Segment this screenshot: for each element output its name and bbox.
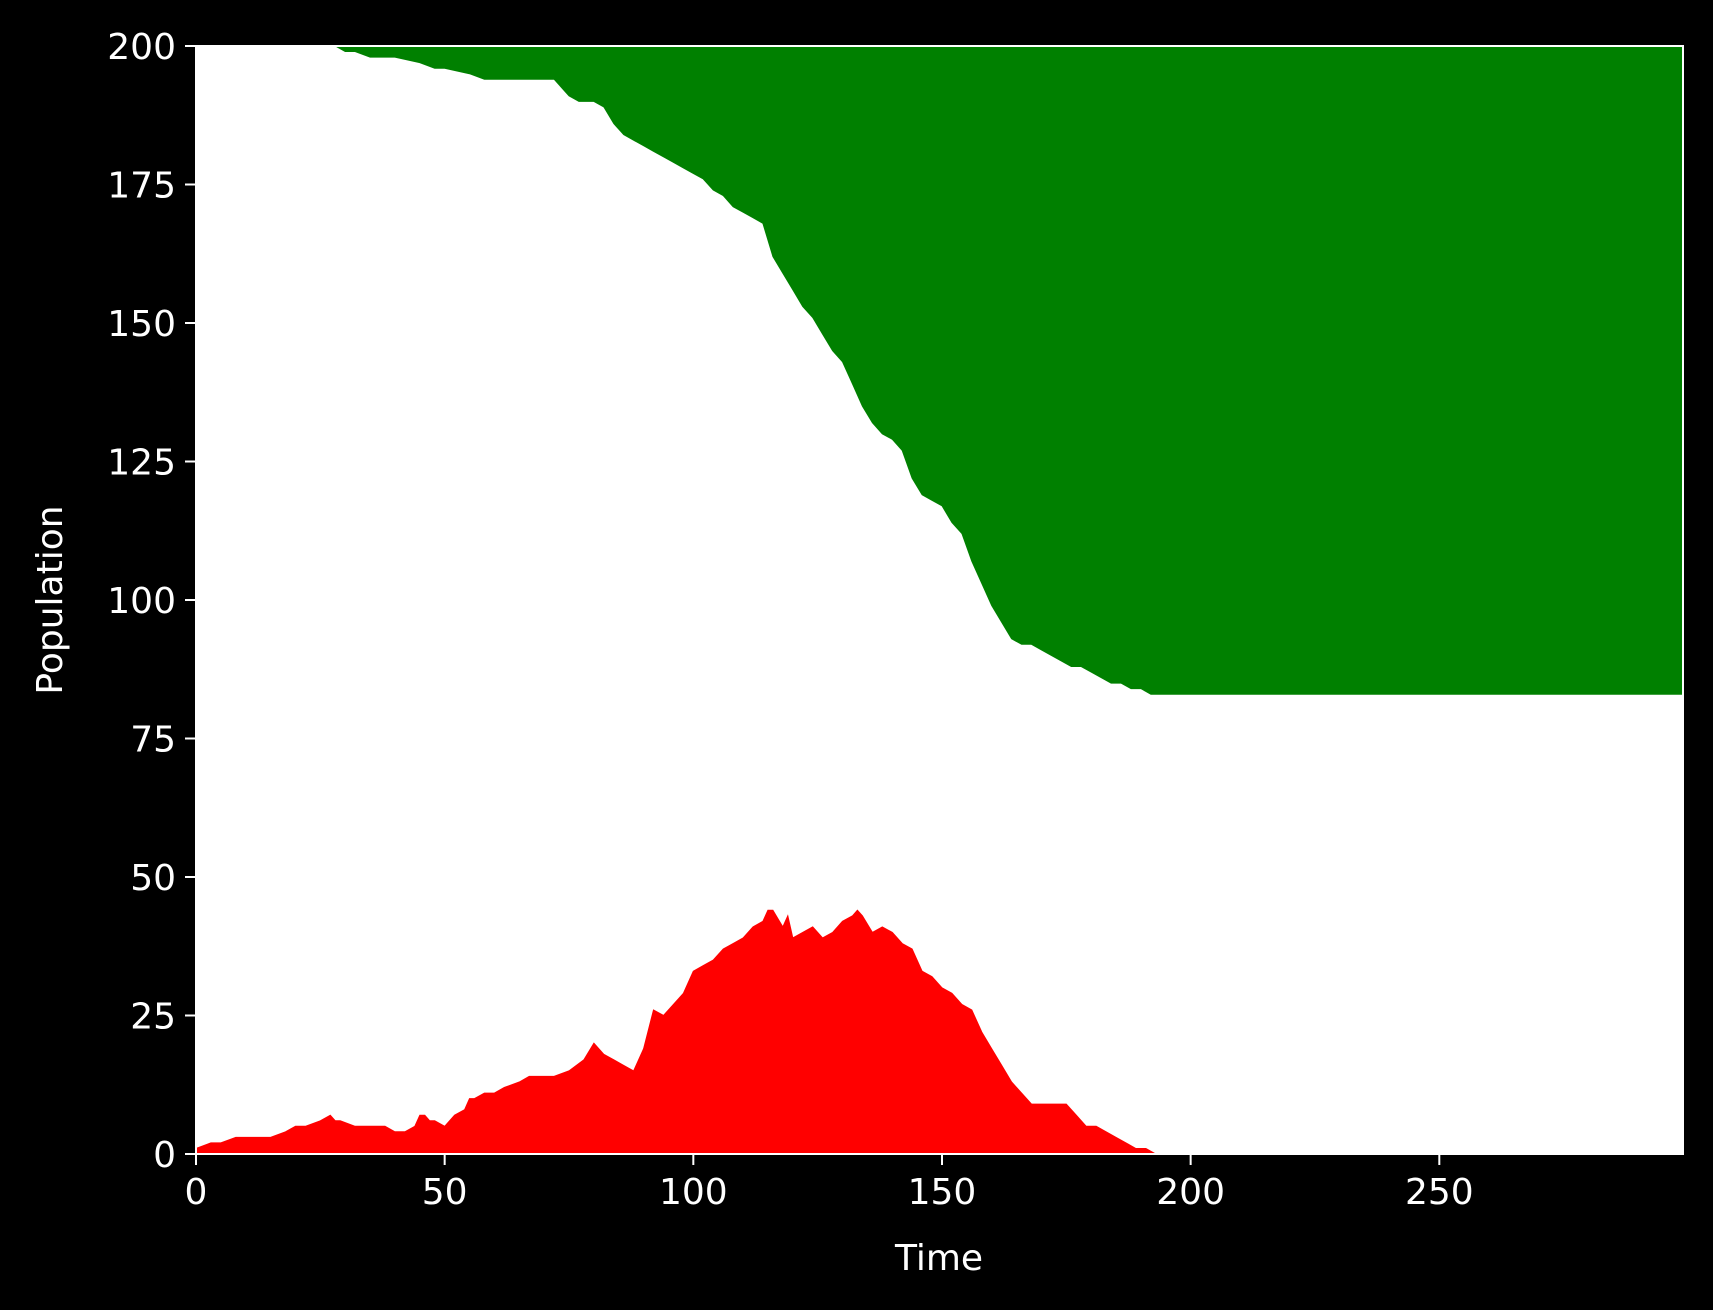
x-tick-label: 200 (1156, 1172, 1225, 1213)
y-tick-label: 50 (130, 858, 176, 899)
y-tick-label: 125 (107, 443, 176, 484)
x-tick-label: 250 (1405, 1172, 1474, 1213)
y-tick-label: 100 (107, 581, 176, 622)
x-axis-label: Time (894, 1238, 983, 1279)
x-tick-label: 100 (659, 1172, 728, 1213)
y-tick-label: 75 (130, 720, 176, 761)
area-series-1 (195, 909, 1683, 1155)
x-tick-label: 0 (185, 1172, 208, 1213)
y-tick-label: 0 (153, 1135, 176, 1176)
area-series-2 (196, 45, 1684, 695)
y-tick-label: 150 (107, 304, 176, 345)
y-tick-label: 175 (107, 166, 176, 207)
x-tick-label: 150 (908, 1172, 977, 1213)
x-tick-label: 50 (422, 1172, 468, 1213)
y-axis-label: Population (30, 505, 71, 694)
axes-layer: 0 50 100 150 200 250 0 25 50 75 100 125 150 175 200 (107, 27, 1684, 1213)
y-tick-label: 25 (130, 997, 176, 1038)
y-tick-label: 200 (107, 27, 176, 68)
series-layer (195, 45, 1684, 1155)
